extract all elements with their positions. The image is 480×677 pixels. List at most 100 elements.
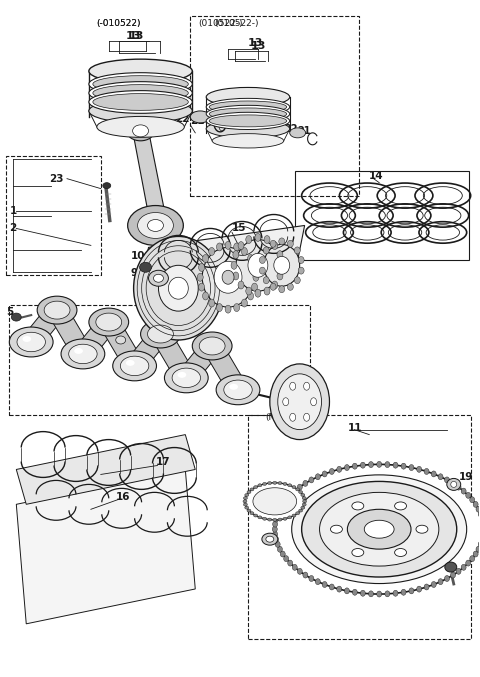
Ellipse shape (252, 283, 258, 291)
Ellipse shape (273, 521, 277, 527)
Ellipse shape (329, 584, 334, 590)
Ellipse shape (246, 287, 252, 295)
Ellipse shape (225, 305, 231, 313)
Ellipse shape (147, 219, 164, 232)
Polygon shape (16, 469, 195, 624)
Ellipse shape (292, 488, 297, 494)
Ellipse shape (290, 128, 306, 138)
Text: 21: 21 (190, 116, 205, 126)
Ellipse shape (299, 491, 302, 494)
Ellipse shape (234, 303, 240, 311)
Ellipse shape (470, 556, 475, 562)
Text: 11: 11 (348, 422, 362, 433)
Ellipse shape (222, 270, 234, 284)
Ellipse shape (476, 506, 480, 512)
Ellipse shape (209, 108, 287, 120)
Text: 13: 13 (250, 41, 265, 51)
Polygon shape (127, 328, 168, 372)
Ellipse shape (258, 484, 262, 487)
Ellipse shape (470, 497, 475, 503)
Ellipse shape (253, 514, 258, 517)
Text: 15: 15 (232, 223, 247, 234)
Ellipse shape (445, 562, 457, 572)
Ellipse shape (279, 286, 285, 292)
Ellipse shape (329, 468, 334, 475)
Ellipse shape (345, 588, 349, 594)
Ellipse shape (298, 257, 304, 263)
Ellipse shape (456, 484, 461, 490)
Ellipse shape (274, 516, 278, 522)
Ellipse shape (245, 494, 249, 496)
Ellipse shape (140, 262, 152, 272)
Ellipse shape (377, 462, 382, 467)
Ellipse shape (302, 497, 306, 500)
Ellipse shape (274, 536, 278, 542)
Ellipse shape (322, 582, 327, 588)
Bar (295, 171, 468, 261)
Text: (010522-): (010522-) (198, 19, 242, 28)
Ellipse shape (206, 87, 290, 106)
Ellipse shape (292, 565, 297, 570)
Ellipse shape (247, 491, 251, 494)
Ellipse shape (206, 106, 290, 123)
Text: 3: 3 (148, 285, 156, 295)
Ellipse shape (264, 236, 270, 244)
Ellipse shape (288, 484, 292, 487)
Ellipse shape (225, 242, 231, 249)
Bar (248, 415, 471, 639)
Ellipse shape (283, 398, 288, 406)
Ellipse shape (103, 183, 111, 189)
Ellipse shape (89, 82, 192, 104)
Ellipse shape (444, 575, 449, 582)
Text: 17: 17 (156, 458, 170, 468)
Ellipse shape (216, 303, 222, 311)
Ellipse shape (385, 462, 390, 468)
Ellipse shape (279, 261, 285, 269)
Text: 22: 22 (285, 124, 298, 134)
Ellipse shape (416, 525, 428, 533)
Ellipse shape (438, 579, 443, 585)
Ellipse shape (203, 255, 208, 263)
Ellipse shape (138, 213, 173, 238)
Ellipse shape (409, 588, 414, 594)
Ellipse shape (61, 339, 105, 369)
Ellipse shape (234, 243, 240, 251)
Ellipse shape (278, 518, 282, 521)
Ellipse shape (141, 320, 180, 348)
Ellipse shape (360, 590, 365, 596)
Ellipse shape (44, 301, 70, 319)
Ellipse shape (233, 272, 239, 280)
Ellipse shape (120, 356, 149, 376)
Text: (010522-): (010522-) (214, 19, 259, 28)
Ellipse shape (369, 591, 373, 597)
Ellipse shape (309, 575, 314, 582)
Polygon shape (16, 435, 195, 504)
Ellipse shape (431, 582, 436, 588)
Text: 12: 12 (454, 554, 468, 564)
Ellipse shape (74, 348, 83, 354)
Ellipse shape (304, 383, 310, 390)
Text: 19: 19 (459, 473, 473, 483)
Ellipse shape (337, 466, 342, 473)
Polygon shape (100, 317, 143, 371)
Ellipse shape (385, 591, 390, 597)
Ellipse shape (255, 234, 261, 242)
Ellipse shape (214, 261, 242, 293)
Ellipse shape (212, 133, 284, 148)
Ellipse shape (444, 477, 449, 483)
Bar (9, 305, 310, 415)
Ellipse shape (248, 292, 253, 300)
Ellipse shape (113, 351, 156, 381)
Text: 14: 14 (369, 171, 384, 181)
Ellipse shape (393, 462, 398, 468)
Ellipse shape (288, 492, 293, 498)
Ellipse shape (311, 398, 316, 406)
Ellipse shape (273, 531, 277, 538)
Ellipse shape (241, 299, 247, 307)
Text: 6: 6 (294, 257, 301, 267)
Ellipse shape (417, 466, 421, 473)
Ellipse shape (277, 506, 282, 512)
Ellipse shape (395, 502, 407, 510)
Text: 2: 2 (9, 223, 17, 234)
Ellipse shape (209, 299, 215, 307)
